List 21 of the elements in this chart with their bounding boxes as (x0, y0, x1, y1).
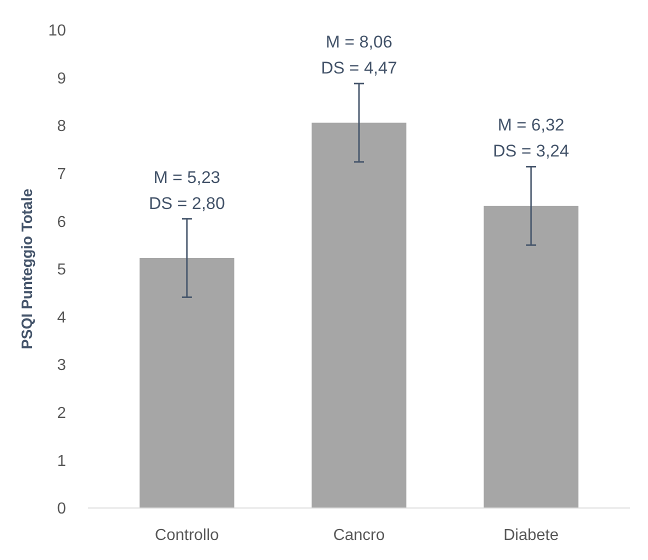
annotation: M = 5,23 DS = 2,80 (148, 168, 225, 213)
annotation: M = 6,32 DS = 3,24 (493, 116, 570, 161)
x-tick-label: Controllo (154, 527, 220, 544)
y-tick-label: 1 (57, 452, 66, 470)
bar (140, 258, 234, 508)
annotation: M = 8,06 DS = 4,47 (320, 32, 398, 78)
bar (484, 206, 578, 508)
y-tick-label: 9 (57, 70, 66, 88)
y-axis-title: PSQI Punteggio Totale (19, 188, 36, 350)
y-tick-label: 2 (57, 405, 66, 422)
x-tick-label: Cancro (333, 527, 385, 544)
y-tick-label: 0 (57, 500, 66, 518)
y-tick-label: 8 (57, 118, 66, 136)
y-tick-label: 6 (57, 214, 66, 231)
bar (312, 122, 406, 508)
y-tick-label: 5 (57, 262, 66, 279)
y-tick-label: 4 (57, 309, 66, 326)
x-tick-label: Diabete (503, 527, 559, 544)
y-tick-label: 10 (48, 22, 66, 40)
y-tick-label: 7 (57, 166, 66, 183)
y-tick-label: 3 (57, 357, 66, 374)
